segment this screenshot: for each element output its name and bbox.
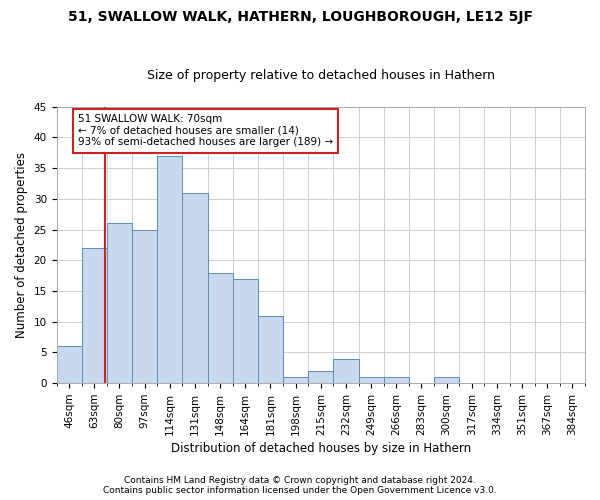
Y-axis label: Number of detached properties: Number of detached properties — [15, 152, 28, 338]
Bar — [233, 279, 258, 383]
Bar — [157, 156, 182, 383]
Bar — [82, 248, 107, 383]
Bar — [208, 272, 233, 383]
Bar — [308, 371, 334, 383]
X-axis label: Distribution of detached houses by size in Hathern: Distribution of detached houses by size … — [171, 442, 471, 455]
Bar — [107, 224, 132, 383]
Bar — [359, 377, 383, 383]
Bar — [334, 358, 359, 383]
Text: 51, SWALLOW WALK, HATHERN, LOUGHBOROUGH, LE12 5JF: 51, SWALLOW WALK, HATHERN, LOUGHBOROUGH,… — [67, 10, 533, 24]
Bar — [132, 230, 157, 383]
Text: 51 SWALLOW WALK: 70sqm
← 7% of detached houses are smaller (14)
93% of semi-deta: 51 SWALLOW WALK: 70sqm ← 7% of detached … — [78, 114, 333, 148]
Bar — [383, 377, 409, 383]
Bar — [56, 346, 82, 383]
Bar — [434, 377, 459, 383]
Title: Size of property relative to detached houses in Hathern: Size of property relative to detached ho… — [147, 69, 495, 82]
Bar — [182, 193, 208, 383]
Bar — [283, 377, 308, 383]
Bar — [258, 316, 283, 383]
Text: Contains HM Land Registry data © Crown copyright and database right 2024.
Contai: Contains HM Land Registry data © Crown c… — [103, 476, 497, 495]
